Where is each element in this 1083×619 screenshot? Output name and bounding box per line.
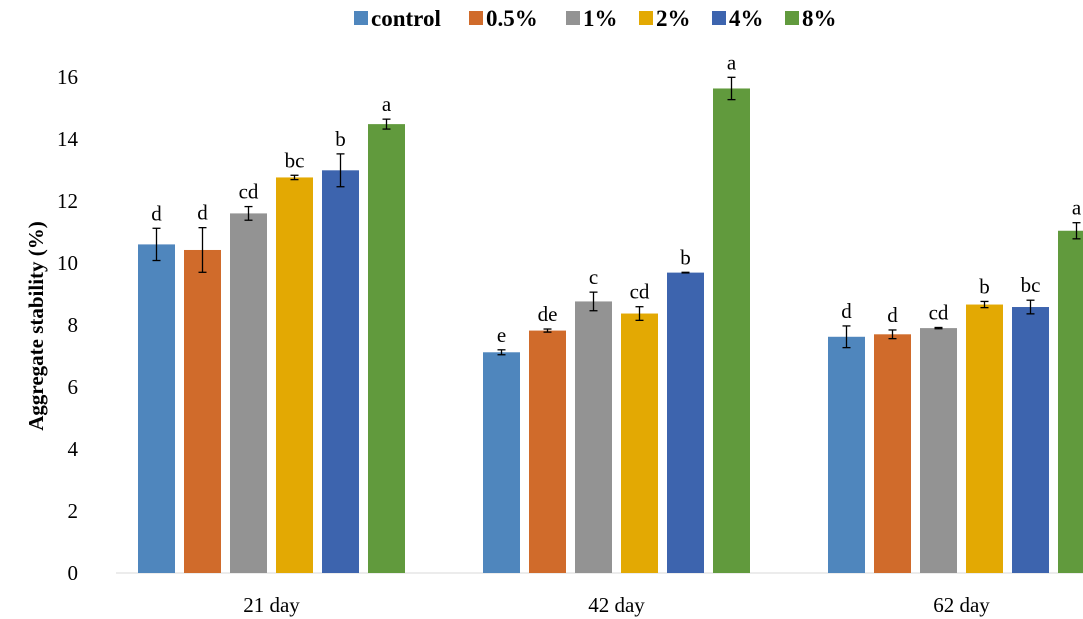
y-tick-label: 6	[68, 375, 79, 399]
legend-swatch	[469, 11, 483, 25]
y-tick-label: 2	[68, 499, 79, 523]
bar	[828, 336, 865, 573]
x-tick-label: 62 day	[933, 593, 990, 617]
significance-label: a	[727, 50, 737, 74]
bar	[966, 304, 1003, 573]
significance-label: d	[887, 303, 898, 327]
y-tick-label: 10	[57, 251, 78, 275]
significance-label: e	[497, 323, 506, 347]
x-axis: 21 day 42 day 62 day	[243, 593, 990, 617]
y-tick-label: 12	[57, 189, 78, 213]
significance-label: d	[841, 299, 852, 323]
y-tick-label: 14	[57, 127, 79, 151]
legend-label: 1%	[583, 6, 618, 31]
legend-swatch	[566, 11, 580, 25]
bar	[368, 124, 405, 574]
bar	[1012, 307, 1049, 573]
legend-swatch	[354, 11, 368, 25]
y-tick-label: 8	[68, 313, 79, 337]
x-tick-label: 42 day	[588, 593, 645, 617]
bar	[184, 249, 221, 574]
bar	[713, 88, 750, 573]
legend-swatch	[639, 11, 653, 25]
legend-label: control	[371, 6, 441, 31]
legend-swatch	[712, 11, 726, 25]
legend-label: 2%	[656, 6, 691, 31]
significance-label: d	[151, 201, 162, 225]
bar	[920, 328, 957, 573]
y-tick-label: 4	[68, 437, 79, 461]
y-tick-label: 16	[57, 65, 78, 89]
significance-label: b	[680, 245, 691, 269]
bar	[322, 170, 359, 573]
bar	[138, 244, 175, 573]
bar	[874, 334, 911, 573]
bar	[575, 301, 612, 573]
bar	[1058, 230, 1083, 573]
bar	[529, 330, 566, 573]
y-tick-label: 0	[68, 561, 79, 585]
x-tick-label: 21 day	[243, 593, 300, 617]
significance-label: a	[1072, 196, 1082, 220]
bar	[230, 213, 267, 573]
significance-label: c	[589, 265, 598, 289]
legend-label: 8%	[802, 6, 837, 31]
legend-swatch	[785, 11, 799, 25]
bar	[667, 272, 704, 573]
significance-label: cd	[239, 180, 259, 204]
significance-label: cd	[929, 300, 949, 324]
significance-label: bc	[1021, 273, 1041, 297]
bar	[483, 352, 520, 573]
significance-label: a	[382, 92, 392, 116]
significance-label: bc	[285, 148, 305, 172]
significance-label: cd	[630, 280, 650, 304]
legend: control 0.5% 1% 2% 4% 8%	[354, 6, 837, 31]
significance-label: d	[197, 201, 208, 225]
significance-label: de	[538, 302, 558, 326]
y-axis-title: Aggregate stability (%)	[24, 221, 48, 431]
bar	[621, 313, 658, 573]
legend-label: 0.5%	[486, 6, 538, 31]
y-axis: 0 2 4 6 8 10 12 14 16	[57, 65, 79, 585]
bar	[276, 177, 313, 573]
significance-label: b	[979, 274, 990, 298]
legend-label: 4%	[729, 6, 764, 31]
significance-label: b	[335, 127, 346, 151]
